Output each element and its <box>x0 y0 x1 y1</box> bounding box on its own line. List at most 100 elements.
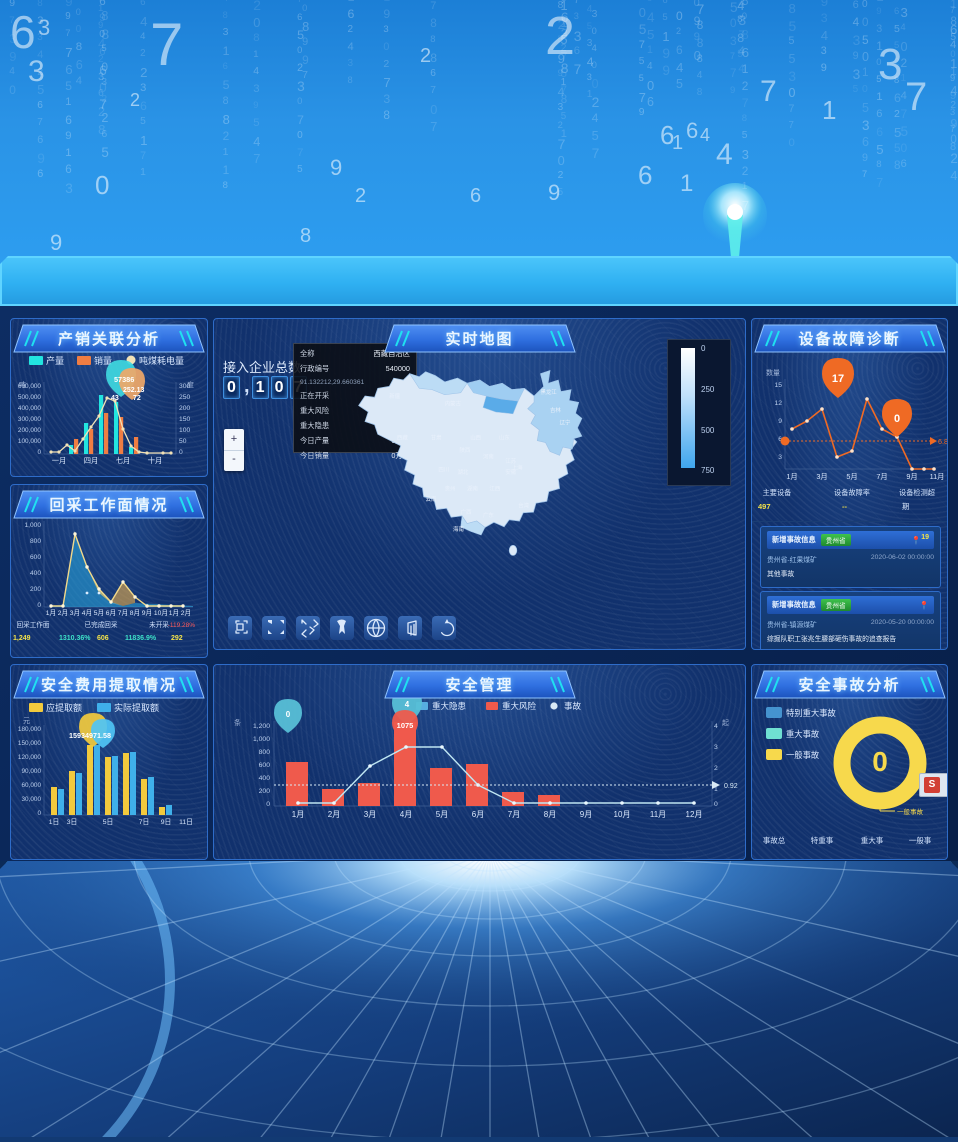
svg-text:400,000: 400,000 <box>18 405 42 412</box>
svg-text:30,000: 30,000 <box>21 796 41 803</box>
svg-text:200: 200 <box>30 586 41 593</box>
svg-text:252.13: 252.13 <box>123 387 145 394</box>
svg-text:6月: 6月 <box>106 609 116 617</box>
svg-text:0: 0 <box>286 710 291 719</box>
svg-text:重大隐患: 重大隐患 <box>432 701 467 711</box>
svg-text:0: 0 <box>37 449 41 456</box>
svg-text:3: 3 <box>714 744 718 751</box>
svg-text:产量: 产量 <box>46 355 64 366</box>
svg-text:设备检测超: 设备检测超 <box>899 488 935 497</box>
svg-text:事故总: 事故总 <box>763 835 786 845</box>
svg-text:回采工作面: 回采工作面 <box>17 620 50 629</box>
svg-text:50: 50 <box>179 438 187 445</box>
svg-text:7月: 7月 <box>118 609 128 617</box>
svg-text:100: 100 <box>179 427 190 434</box>
svg-text:0: 0 <box>894 413 900 425</box>
svg-text:吨煤耗电量: 吨煤耗电量 <box>139 355 184 366</box>
svg-text:11日: 11日 <box>179 818 193 826</box>
svg-text:--: -- <box>842 502 847 511</box>
svg-text:9: 9 <box>778 418 782 425</box>
svg-text:0: 0 <box>37 602 41 609</box>
svg-text:1,200: 1,200 <box>253 723 270 730</box>
svg-text:条: 条 <box>234 718 241 727</box>
svg-text:1,249: 1,249 <box>13 635 31 642</box>
svg-text:7日: 7日 <box>139 818 150 826</box>
svg-text:9月: 9月 <box>580 810 592 819</box>
svg-text:主要设备: 主要设备 <box>763 488 792 497</box>
svg-text:600: 600 <box>259 762 271 769</box>
svg-text:400: 400 <box>30 570 41 577</box>
svg-text:7月: 7月 <box>876 472 887 481</box>
svg-text:5日: 5日 <box>103 818 114 826</box>
svg-text:应提取额: 应提取额 <box>46 702 82 713</box>
svg-text:十月: 十月 <box>148 456 163 465</box>
svg-text:606: 606 <box>97 635 109 642</box>
svg-text:5月: 5月 <box>436 810 448 819</box>
svg-text:8月: 8月 <box>544 810 556 819</box>
svg-text:17: 17 <box>832 373 844 385</box>
svg-text:180,000: 180,000 <box>18 726 42 733</box>
svg-text:1月: 1月 <box>786 472 797 481</box>
svg-text:1月: 1月 <box>292 810 304 819</box>
svg-text:一般事: 一般事 <box>909 835 932 845</box>
svg-text:4: 4 <box>405 700 410 709</box>
svg-text:2月: 2月 <box>58 609 68 617</box>
svg-text:11836.9%: 11836.9% <box>125 635 157 642</box>
svg-text:0: 0 <box>872 746 888 777</box>
svg-text:2月: 2月 <box>328 810 340 819</box>
svg-text:1075: 1075 <box>397 721 414 730</box>
svg-text:1,000: 1,000 <box>24 522 41 529</box>
svg-text:8月: 8月 <box>130 609 140 617</box>
svg-text:1月: 1月 <box>169 609 179 617</box>
svg-text:497: 497 <box>758 502 771 511</box>
svg-text:10月: 10月 <box>154 609 168 617</box>
svg-text:400: 400 <box>259 775 271 782</box>
svg-text:江西: 江西 <box>489 485 500 492</box>
svg-text:0: 0 <box>266 801 270 808</box>
svg-text:1月: 1月 <box>46 609 56 617</box>
svg-text:100,000: 100,000 <box>18 438 42 445</box>
svg-text:实际提取额: 实际提取额 <box>114 702 159 713</box>
svg-text:250: 250 <box>179 394 190 401</box>
svg-text:0: 0 <box>714 801 718 808</box>
svg-text:4: 4 <box>714 723 718 730</box>
svg-text:5月: 5月 <box>94 609 104 617</box>
svg-text:500,000: 500,000 <box>18 394 42 401</box>
svg-text:292: 292 <box>171 635 183 642</box>
svg-text:800: 800 <box>30 538 41 545</box>
svg-text:57386: 57386 <box>114 375 134 384</box>
svg-text:15934971.58: 15934971.58 <box>69 731 111 740</box>
svg-text:特重事: 特重事 <box>811 835 834 845</box>
svg-text:6.8: 6.8 <box>938 437 948 446</box>
svg-text:600,000: 600,000 <box>18 383 42 390</box>
svg-text:元: 元 <box>23 717 30 725</box>
svg-text:一般事故: 一般事故 <box>786 750 820 760</box>
svg-text:一月: 一月 <box>52 456 67 465</box>
svg-text:期: 期 <box>902 502 909 511</box>
svg-text:重大事: 重大事 <box>861 835 884 845</box>
svg-text:1310.36%: 1310.36% <box>59 635 91 642</box>
svg-text:7月: 7月 <box>508 810 520 819</box>
svg-text:1日: 1日 <box>49 818 60 826</box>
svg-text:300: 300 <box>179 383 190 390</box>
svg-text:四川: 四川 <box>438 466 449 473</box>
svg-text:10月: 10月 <box>614 810 631 819</box>
svg-text:200: 200 <box>259 788 271 795</box>
svg-text:设备故障率: 设备故障率 <box>834 488 870 497</box>
svg-text:一般事故: 一般事故 <box>897 807 924 816</box>
svg-text:4月: 4月 <box>400 810 412 819</box>
svg-text:2: 2 <box>714 765 718 772</box>
svg-text:12月: 12月 <box>686 810 703 819</box>
svg-text:150: 150 <box>179 416 190 423</box>
svg-text:四月: 四月 <box>84 456 99 465</box>
svg-text:12: 12 <box>775 400 783 407</box>
svg-text:150,000: 150,000 <box>18 740 42 747</box>
svg-text:事故: 事故 <box>564 701 582 711</box>
svg-text:800: 800 <box>259 749 271 756</box>
svg-text:11月: 11月 <box>930 472 945 481</box>
svg-text:72: 72 <box>133 395 141 402</box>
svg-text:0: 0 <box>179 449 183 456</box>
svg-text:数量: 数量 <box>766 368 780 377</box>
svg-text:200: 200 <box>179 405 190 412</box>
svg-text:0.92: 0.92 <box>724 783 738 790</box>
